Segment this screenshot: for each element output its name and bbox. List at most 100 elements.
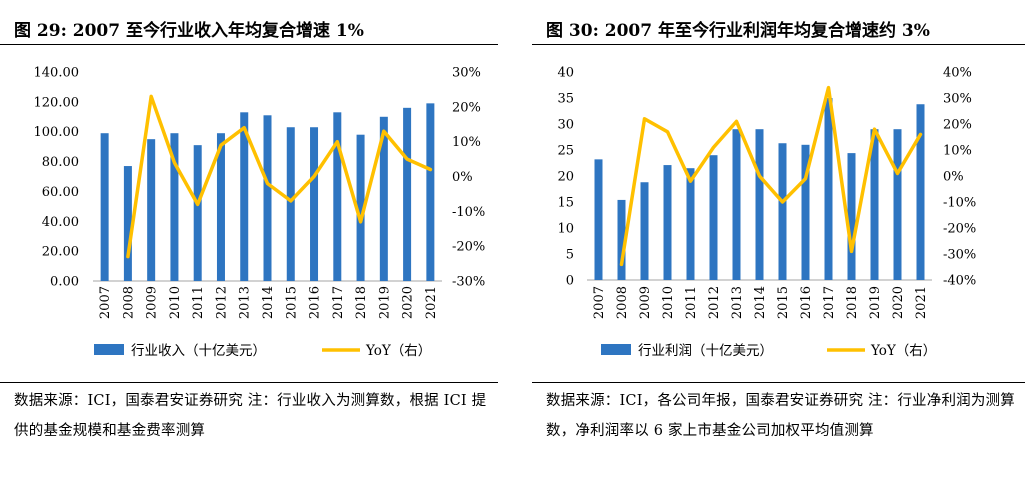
category-label: 2012 — [214, 286, 229, 319]
bar — [893, 129, 902, 280]
bar — [755, 129, 764, 280]
category-label: 2013 — [730, 286, 745, 319]
right-axis-tick-label: -10% — [943, 196, 976, 211]
category-label: 2013 — [238, 286, 253, 319]
right-axis-tick-label: -10% — [452, 205, 485, 220]
category-label: 2017 — [822, 286, 837, 319]
bar — [847, 153, 856, 280]
yoy-line — [126, 94, 433, 259]
bar — [801, 144, 810, 280]
category-label: 2017 — [331, 286, 346, 319]
bar — [123, 166, 132, 281]
category-label: 2014 — [753, 286, 768, 319]
category-label: 2010 — [168, 286, 183, 319]
bar — [193, 145, 202, 281]
category-label: 2018 — [354, 286, 369, 319]
right-axis-tick-label: -30% — [452, 275, 485, 290]
bar — [170, 133, 179, 281]
bar — [310, 127, 319, 281]
legend-label: YoY（右） — [870, 343, 936, 359]
bar — [709, 155, 718, 280]
left-axis-tick-label: 0.00 — [50, 275, 79, 290]
category-label: 2008 — [121, 286, 136, 319]
source-note: 数据来源：ICI，国泰君安证券研究 注：行业收入为测算数，根据 ICI 提供的基… — [14, 393, 487, 439]
right-axis-tick-label: -30% — [943, 248, 976, 263]
bar — [286, 127, 295, 281]
right-axis-tick-label: 10% — [943, 144, 972, 159]
bar — [663, 165, 672, 280]
right-axis-tick-label: -40% — [943, 274, 976, 289]
left-axis-tick-label: 20 — [557, 170, 574, 185]
legend-label: YoY（右） — [365, 343, 431, 359]
category-label: 2021 — [424, 286, 439, 319]
category-label: 2020 — [891, 286, 906, 319]
bar — [594, 159, 603, 280]
category-label: 2007 — [592, 286, 607, 319]
legend-bar-swatch — [94, 344, 124, 355]
category-label: 2020 — [401, 286, 416, 319]
category-label: 2019 — [377, 286, 392, 319]
bar — [333, 112, 342, 281]
category-label: 2011 — [684, 286, 699, 319]
right-axis-tick-label: 0% — [943, 170, 964, 185]
right-axis-tick-label: 30% — [943, 92, 972, 107]
category-label: 2012 — [707, 286, 722, 319]
left-axis-tick-label: 140.00 — [34, 66, 80, 81]
bar — [686, 168, 695, 280]
title-divider — [532, 44, 1025, 45]
left-axis-tick-label: 0 — [566, 274, 574, 289]
right-axis-tick-label: 40% — [943, 66, 972, 81]
source-divider — [0, 382, 498, 383]
right-axis-tick-label: 20% — [452, 100, 481, 115]
category-label: 2009 — [638, 286, 653, 319]
source-divider — [532, 382, 1025, 383]
bar — [379, 116, 388, 282]
chart-panel-revenue: 图 29: 2007 至今行业收入年均复合增速 1% 0.00 20.00 40.0… — [0, 0, 498, 484]
legend-label: 行业利润（十亿美元） — [638, 343, 773, 359]
right-axis-tick-label: 10% — [452, 135, 481, 150]
bar — [147, 139, 156, 281]
yoy-line — [619, 85, 923, 267]
bar — [426, 103, 435, 281]
category-label: 2011 — [191, 286, 206, 319]
left-axis-tick-label: 40.00 — [42, 215, 79, 230]
left-axis-tick-label: 10 — [557, 222, 574, 237]
bar — [403, 107, 412, 281]
bar — [216, 133, 225, 281]
chart-panel-profit: 图 30: 2007 年至今行业利润年均复合增速约 3% 0 5 10 15 20 25 3… — [532, 0, 1025, 484]
title-divider — [0, 44, 498, 45]
left-axis-tick-label: 15 — [557, 196, 574, 211]
bar — [824, 98, 833, 280]
bar — [263, 115, 272, 282]
category-label: 2016 — [308, 286, 323, 319]
category-label: 2019 — [868, 286, 883, 319]
left-axis-tick-label: 30 — [557, 118, 574, 133]
left-axis-tick-label: 35 — [557, 92, 574, 107]
category-label: 2010 — [661, 286, 676, 319]
category-label: 2007 — [98, 286, 113, 319]
bar — [617, 199, 626, 280]
chart-title: 图 30: 2007 年至今行业利润年均复合增速约 3% — [546, 21, 930, 41]
left-axis-tick-label: 100.00 — [34, 125, 80, 140]
profit-chart: 0 5 10 15 20 25 30 35 40 -40% -30% -20% -10% 0% 10% 20%… — [557, 66, 976, 360]
bar — [732, 129, 741, 280]
left-axis-tick-label: 40 — [557, 66, 574, 81]
revenue-chart: 0.00 20.00 40.00 60.00 80.00 100.00 120.00 140.… — [34, 66, 486, 360]
right-axis-tick-label: -20% — [452, 240, 485, 255]
category-label: 2016 — [799, 286, 814, 319]
chart-title: 图 29: 2007 至今行业收入年均复合增速 1% — [14, 21, 364, 41]
left-axis-tick-label: 5 — [566, 248, 574, 263]
bar — [870, 129, 879, 280]
bar — [100, 133, 109, 281]
left-axis-tick-label: 20.00 — [42, 245, 79, 260]
category-label: 2015 — [284, 286, 299, 319]
category-label: 2015 — [776, 286, 791, 319]
right-axis-tick-label: 20% — [943, 118, 972, 133]
left-axis-tick-label: 25 — [557, 144, 574, 159]
category-label: 2014 — [261, 286, 276, 319]
legend-bar-swatch — [601, 344, 631, 355]
bar — [356, 134, 365, 281]
category-label: 2008 — [615, 286, 630, 319]
right-axis-tick-label: 0% — [452, 170, 473, 185]
category-label: 2021 — [914, 286, 929, 319]
